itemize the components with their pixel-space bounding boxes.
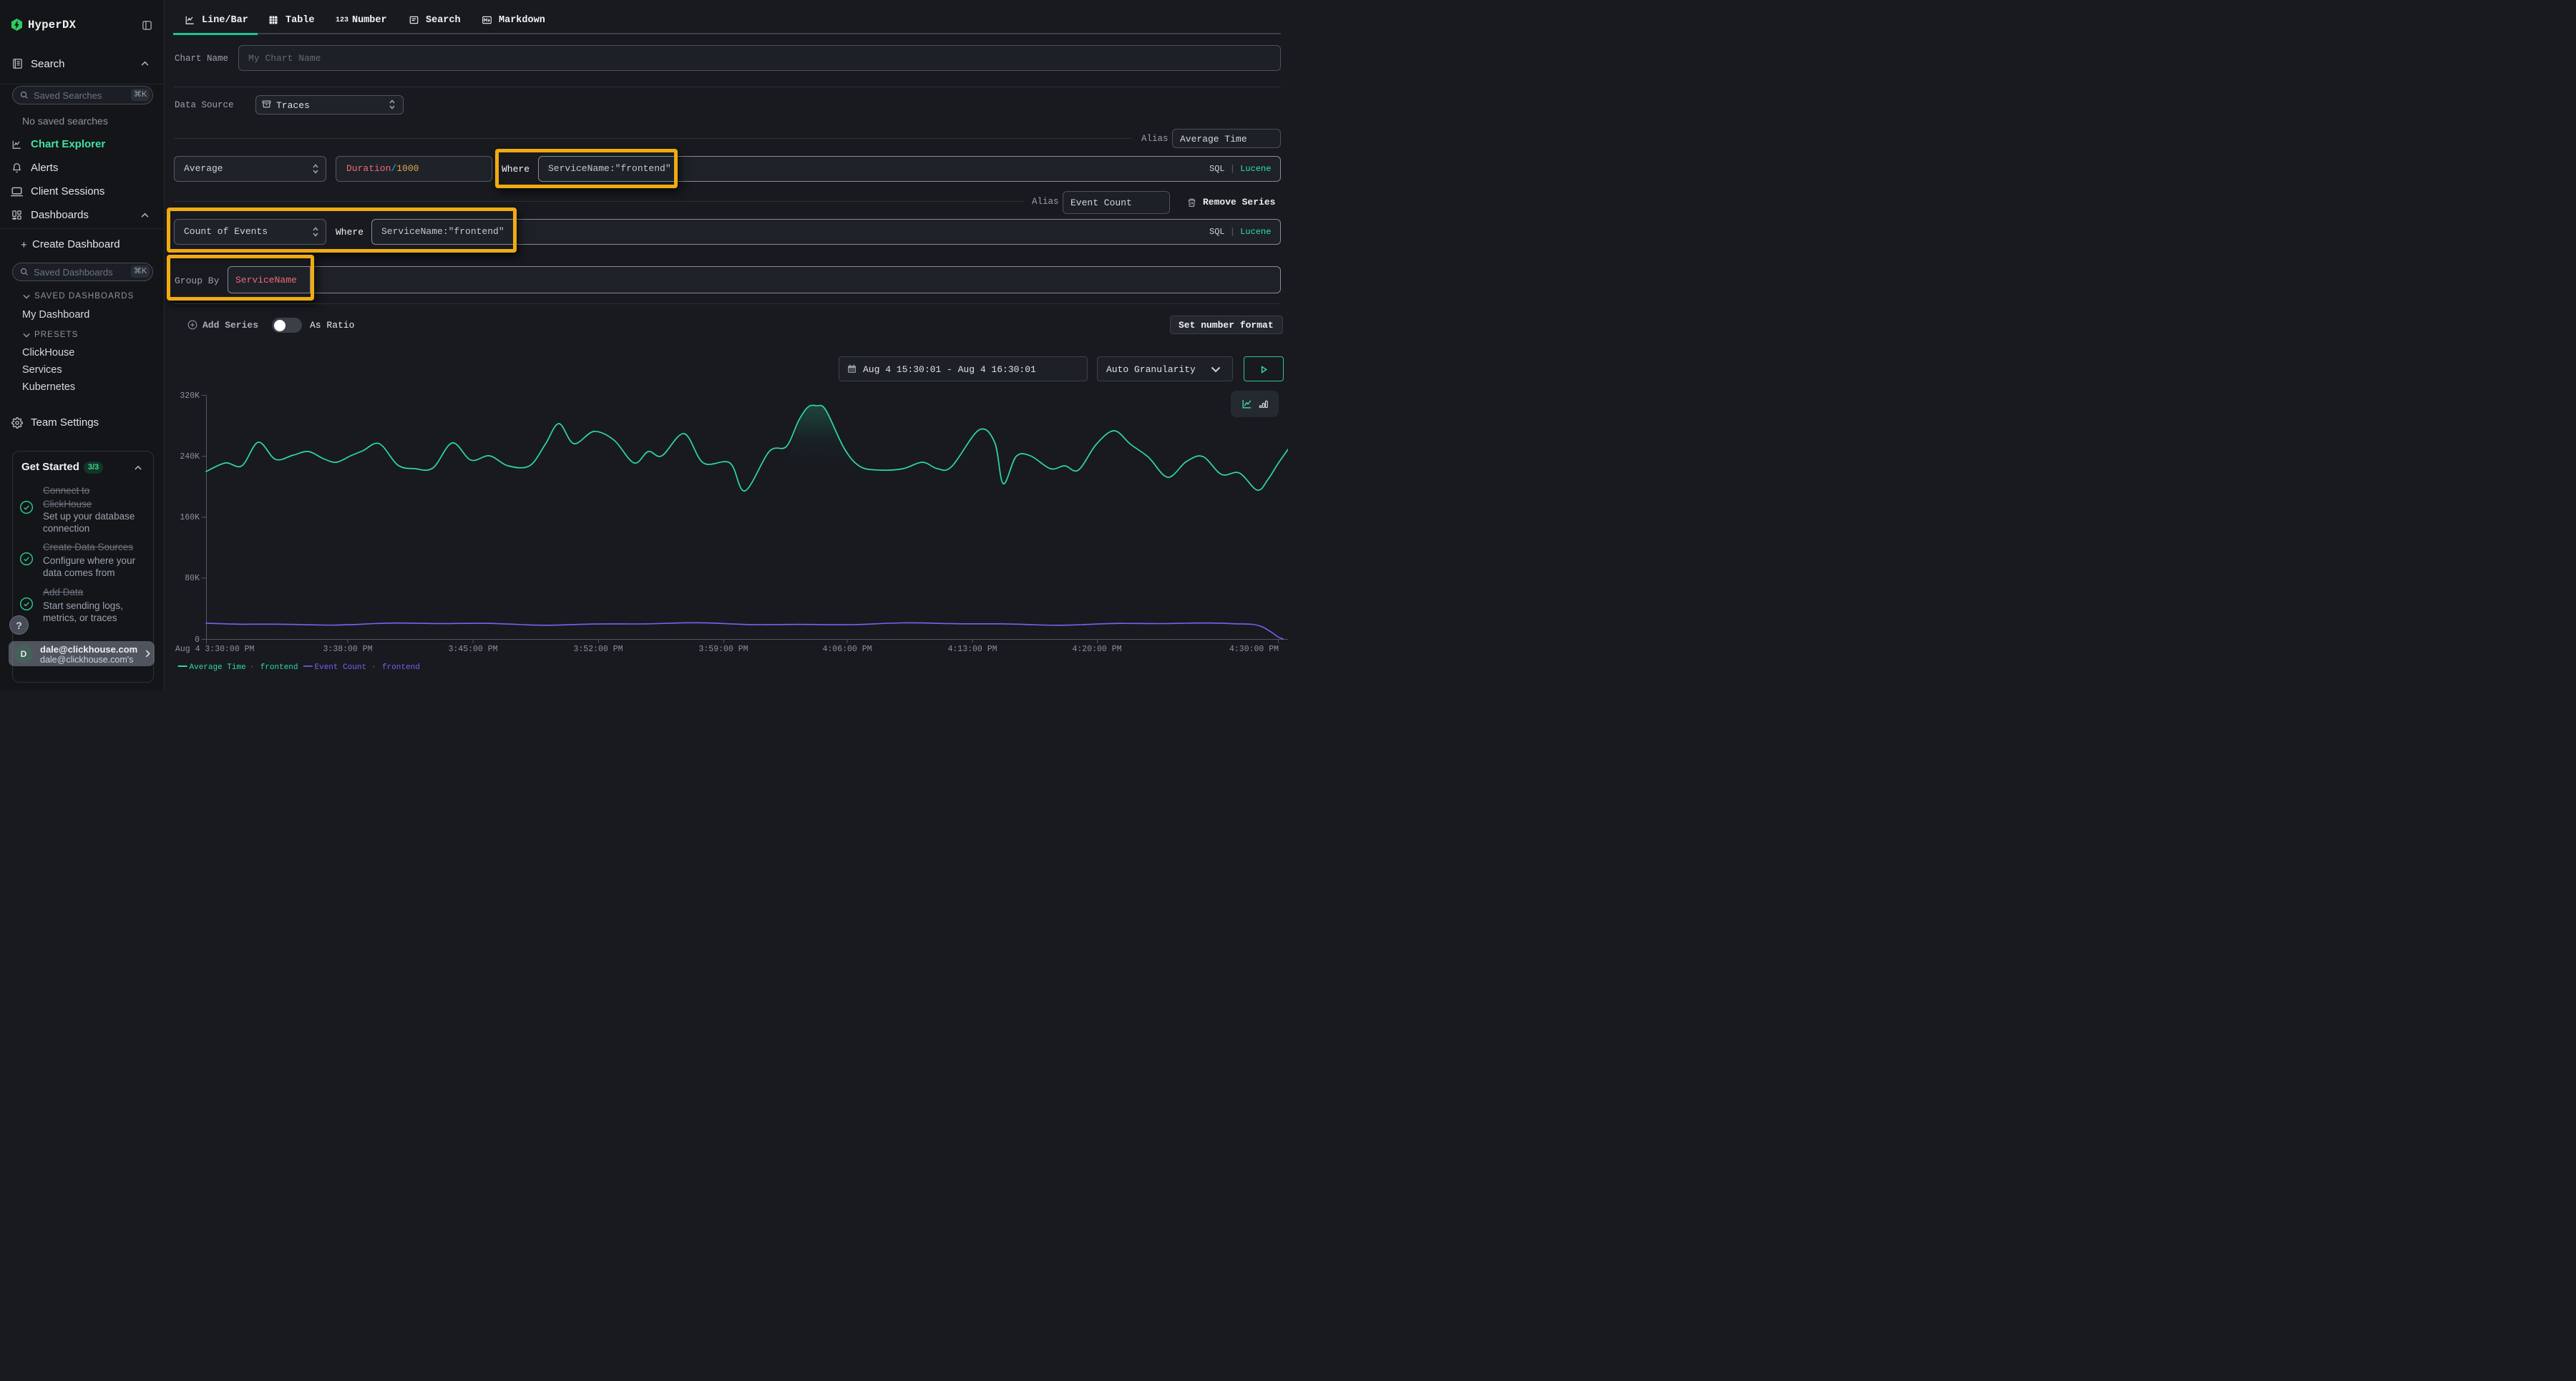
svg-text:4:13:00 PM: 4:13:00 PM <box>947 645 997 654</box>
svg-text:3:45:00 PM: 3:45:00 PM <box>448 645 497 654</box>
svg-text:frontend: frontend <box>382 663 420 672</box>
svg-text:160K: 160K <box>180 513 200 522</box>
svg-text:320K: 320K <box>180 391 200 401</box>
svg-text:80K: 80K <box>185 574 200 583</box>
svg-text:Average Time: Average Time <box>190 663 246 672</box>
svg-text:3:38:00 PM: 3:38:00 PM <box>323 645 372 654</box>
svg-text:Event Count: Event Count <box>315 663 367 672</box>
svg-text:·: · <box>250 663 255 672</box>
svg-text:4:30:00 PM: 4:30:00 PM <box>1229 645 1279 654</box>
svg-text:3:59:00 PM: 3:59:00 PM <box>698 645 748 654</box>
svg-text:4:20:00 PM: 4:20:00 PM <box>1072 645 1121 654</box>
svg-text:0: 0 <box>195 635 200 645</box>
svg-text:frontend: frontend <box>260 663 298 672</box>
svg-text:4:06:00 PM: 4:06:00 PM <box>822 645 872 654</box>
svg-text:240K: 240K <box>180 452 200 462</box>
svg-text:Aug 4 3:30:00 PM: Aug 4 3:30:00 PM <box>175 645 255 654</box>
svg-text:·: · <box>371 663 376 672</box>
svg-text:3:52:00 PM: 3:52:00 PM <box>573 645 623 654</box>
